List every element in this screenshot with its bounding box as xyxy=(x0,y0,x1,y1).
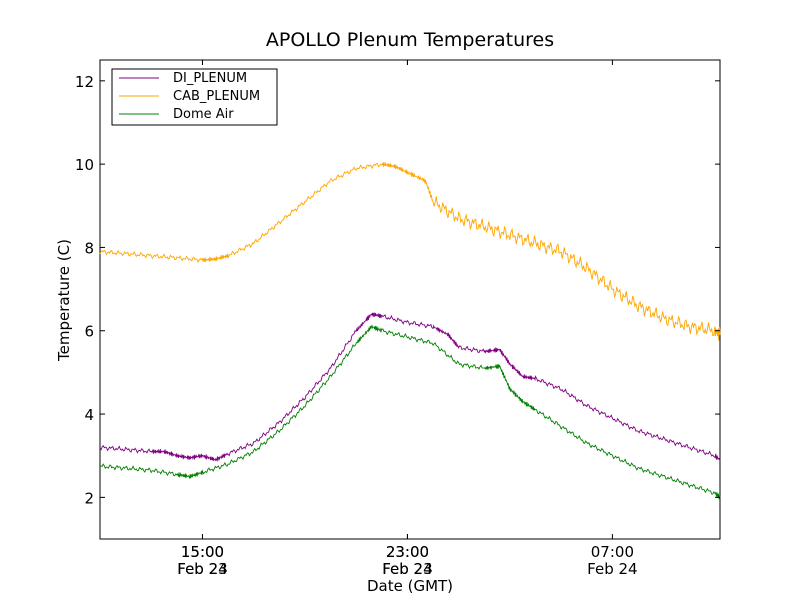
chart-title: APOLLO Plenum Temperatures xyxy=(266,29,554,51)
series-line-cab-plenum xyxy=(99,161,721,341)
y-tick-label: 2 xyxy=(84,489,94,507)
series-line-dome-air xyxy=(99,324,721,500)
legend: DI_PLENUM CAB_PLENUM Dome Air xyxy=(111,68,278,126)
series-line-di-plenum xyxy=(99,312,721,462)
x-axis-label: Date (GMT) xyxy=(367,577,453,595)
y-tick-label: 6 xyxy=(84,323,94,341)
y-tick-label: 8 xyxy=(84,239,94,257)
x-tick-label-date: Feb 24 xyxy=(587,560,637,578)
legend-label-dome-air: Dome Air xyxy=(173,107,234,122)
x-tick-label-time: 23:00 xyxy=(386,543,429,561)
legend-label-di-plenum: DI_PLENUM xyxy=(173,71,247,86)
x-tick-label-date: Feb 23 xyxy=(177,560,227,578)
x-tick-label-time: 15:00 xyxy=(181,543,224,561)
x-tick-label-time: 23:00 xyxy=(386,543,429,561)
y-tick-label: 12 xyxy=(75,73,94,91)
x-tick-label-date: Feb 23 xyxy=(382,560,432,578)
y-tick-label: 4 xyxy=(84,406,94,424)
series-layer xyxy=(99,161,721,500)
y-tick-label: 10 xyxy=(75,156,94,174)
x-tick-label-date: Feb 24 xyxy=(382,560,432,578)
y-axis-ticks: 2 4 6 8 10 12 xyxy=(75,73,720,507)
plot-frame xyxy=(99,59,721,540)
legend-label-cab-plenum: CAB_PLENUM xyxy=(173,89,260,104)
x-tick-label-time: 15:00 xyxy=(181,543,224,561)
y-axis-label: Temperature (C) xyxy=(55,239,73,362)
x-tick-label-time: 07:00 xyxy=(591,543,634,561)
x-tick-label-date: Feb 24 xyxy=(177,560,227,578)
